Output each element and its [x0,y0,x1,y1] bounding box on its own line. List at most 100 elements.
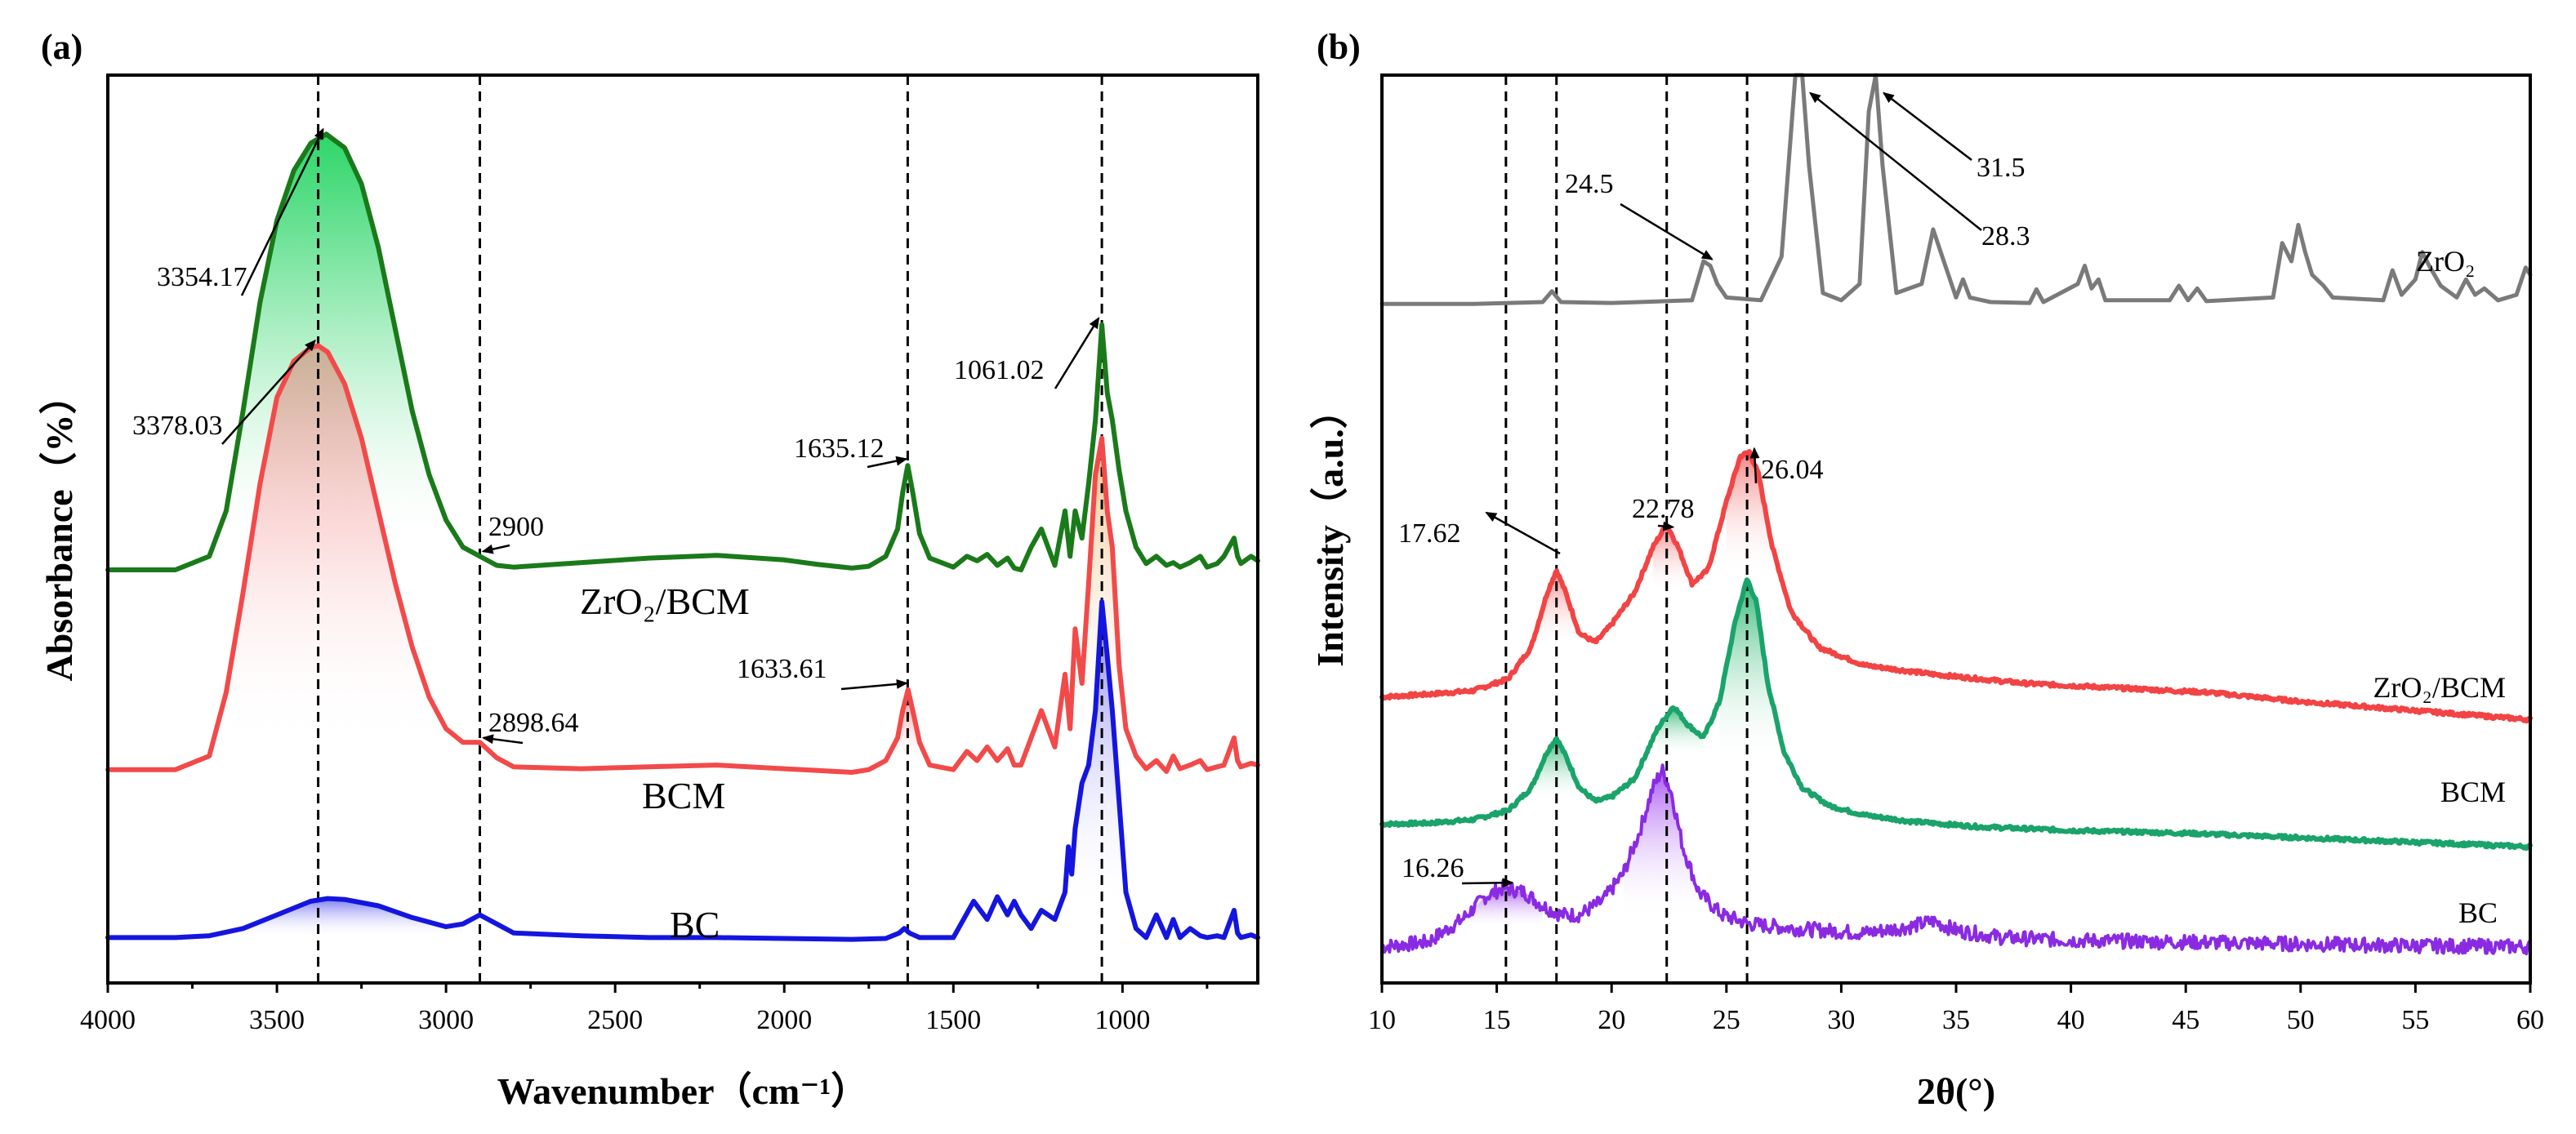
x-axis-ticks: 10 15 20 25 30 35 40 45 50 55 60 [1368,983,2544,1035]
annotation-arrow [481,734,524,745]
annotation-label: 2898.64 [488,708,579,738]
x-tick-label: 3000 [418,1005,474,1035]
peak-fills [209,134,1126,938]
annotation-arrow [1485,511,1561,555]
x-tick-label: 50 [2287,1005,2315,1035]
x-tick-label: 2500 [587,1005,643,1035]
annotation-label: 28.3 [1981,221,2030,251]
annotation-arrow [240,127,324,296]
series-label-bcm-b: BCM [2440,776,2506,808]
peak-fill-bc-oh [209,898,463,938]
annotation: 2898.64 [481,708,579,745]
peak-fill-bcm-22 [1657,705,1704,756]
annotations: 3354.17 3378.03 2900 2898.64 1635.12 1633.61 1… [132,127,1100,745]
x-tick-label: 20 [1598,1005,1625,1035]
x-tick-label: 30 [1827,1005,1855,1035]
x-axis-ticks: 4000 3500 3000 2500 2000 1500 1000 [80,983,1209,1035]
annotation-label: 24.5 [1565,169,1614,199]
peak-fill-zro2-bcm-17 [1531,570,1580,647]
annotation: 1635.12 [794,434,908,469]
annotation-label: 31.5 [1977,153,2026,183]
x-tick-label: 10 [1368,1005,1396,1035]
annotation-label: 3378.03 [132,411,223,441]
annotation: 2900 [481,512,544,554]
panel-label-a: (a) [41,27,82,67]
peak-fill-bc-22 [1623,769,1700,920]
annotation: 16.26 [1402,853,1514,888]
annotation-label: 1633.61 [737,654,827,684]
series-label-zro2-bcm-a: ZrO₂/BCM [580,580,750,622]
peak-fill-bc-1061 [1068,602,1126,910]
x-tick-label: 25 [1713,1005,1740,1035]
x-tick-label: 45 [2172,1005,2199,1035]
annotation-arrow [867,456,908,469]
annotation-arrow [221,339,316,445]
annotation: 28.3 [1809,91,2030,251]
series-bcm [1379,577,2533,852]
annotation: 22.78 [1632,494,1695,531]
annotation: 26.04 [1749,447,1824,485]
annotation-arrow [481,544,510,554]
series-lines [105,131,1260,942]
annotation: 17.62 [1398,511,1561,555]
x-tick-label: 60 [2516,1005,2544,1035]
annotation-label: 26.04 [1761,455,1824,485]
series-zro2 [1379,73,2533,306]
annotation: 3354.17 [157,127,324,296]
reference-lines [1504,75,1749,983]
annotation-label: 17.62 [1398,518,1461,549]
peak-fill-bc-15 [1462,887,1543,929]
series-lines [1379,73,2533,956]
annotation-label: 1635.12 [794,434,885,464]
series-label-zro2-bcm-b: ZrO₂/BCM [2373,671,2506,704]
peak-fill-bcm-26 [1719,579,1785,766]
annotation-arrow [1620,202,1714,260]
annotation: 1633.61 [737,654,908,691]
annotation-arrow [1749,447,1760,484]
plot-frame-b [1380,73,2532,985]
annotation: 3378.03 [132,339,316,445]
annotation: 1061.02 [954,317,1100,389]
plot-frame-a [106,73,1259,985]
series-zro2-bcm [105,131,1260,572]
ftir-panel: 4000 3500 3000 2500 2000 1500 1000 3354.17 3378… [38,27,1260,1112]
annotation-label: 16.26 [1402,853,1464,883]
peak-fills [1462,451,1785,929]
x-tick-label: 15 [1483,1005,1511,1035]
annotation-label: 2900 [488,512,544,542]
annotation: 31.5 [1882,91,2026,183]
y-axis-label-a: Absorbance（%） [38,376,80,681]
x-tick-label: 35 [1942,1005,1970,1035]
y-axis-label-b: Intensity（a.u.） [1309,391,1351,666]
x-tick-label: 4000 [80,1005,136,1035]
xrd-panel: 10 15 20 25 30 35 40 45 50 55 60 31.5 28.3 24.5 26.04… [1309,27,2544,1112]
annotation-arrow [1882,91,1972,161]
annotation-arrow [1054,317,1100,389]
series-label-bc-a: BC [670,904,720,945]
annotation: 24.5 [1565,169,1714,260]
peak-fill-zro2-bcm-26 [1726,451,1772,575]
x-tick-label: 1000 [1094,1005,1150,1035]
x-tick-label: 3500 [249,1005,305,1035]
annotation-arrow [1657,521,1675,531]
annotation-label: 1061.02 [954,355,1045,385]
x-axis-label-b: 2θ(°) [1917,1070,1995,1112]
x-tick-label: 40 [2057,1005,2085,1035]
peak-fill-zro2-bcm-22 [1652,524,1692,593]
series-label-zro2-b: ZrO₂ [2416,245,2476,278]
series-label-bc-b: BC [2458,896,2498,929]
series-zro2-bcm [1379,449,2533,724]
x-tick-label: 55 [2401,1005,2429,1035]
series-bc [1380,763,2532,956]
annotation-arrow [840,678,908,691]
series-label-bcm-a: BCM [642,775,725,816]
annotation-label: 3354.17 [157,262,247,292]
annotations: 31.5 28.3 24.5 26.04 22.78 17.62 16.26 [1398,91,2030,888]
annotation-arrow [1809,91,1982,231]
peak-fill-zro2-bcm-top [225,134,463,548]
panel-label-b: (b) [1317,27,1361,67]
annotation-label: 22.78 [1632,494,1695,524]
series-bc [105,599,1260,942]
x-tick-label: 1500 [925,1005,981,1035]
